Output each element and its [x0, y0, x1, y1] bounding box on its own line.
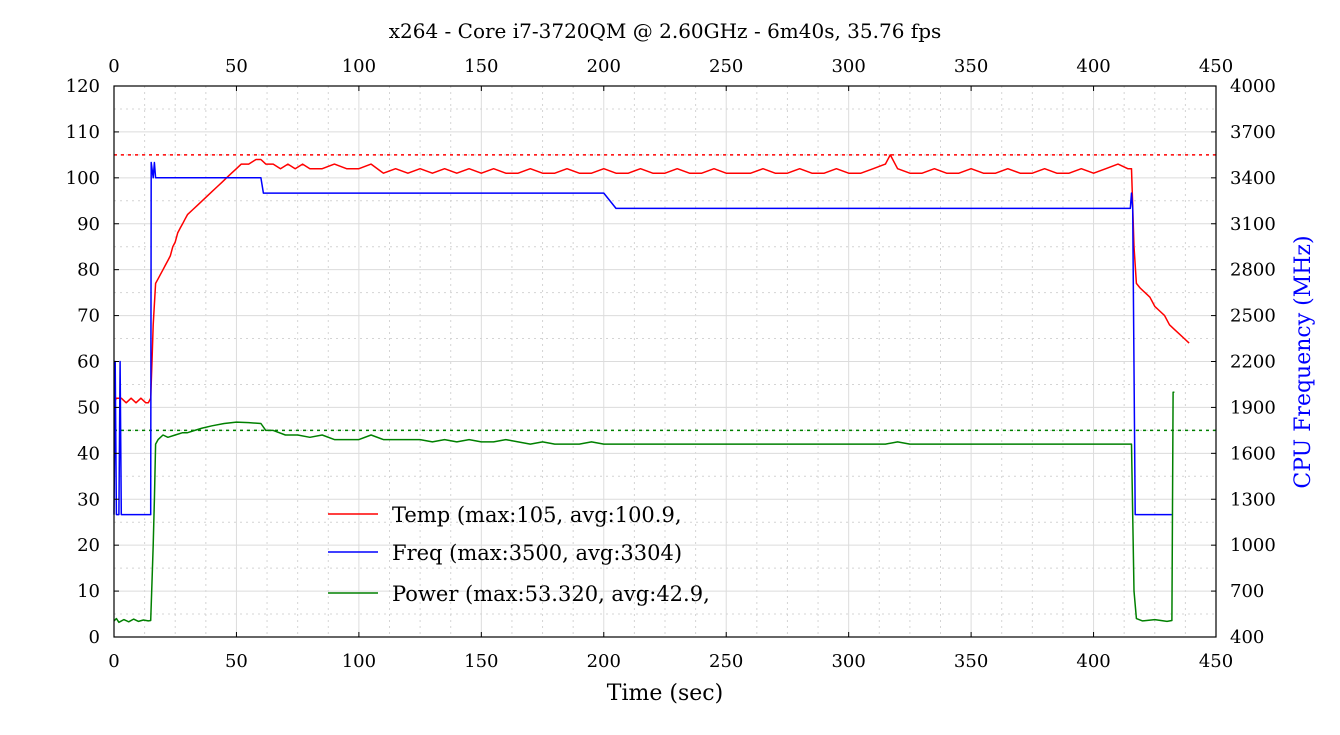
y-tick-label: 120 — [66, 76, 100, 97]
x-top-tick-label: 300 — [831, 56, 865, 77]
x-tick-label: 200 — [587, 651, 621, 672]
y-tick-label: 50 — [77, 397, 100, 418]
series-layer — [113, 154, 1190, 624]
y-tick-label: 80 — [77, 260, 100, 281]
x-top-tick-label: 350 — [954, 56, 988, 77]
y2-axis-title: CPU Frequency (MHz) — [1291, 235, 1316, 488]
x-top-tick-label: 400 — [1076, 56, 1110, 77]
grid-layer — [113, 85, 1217, 638]
x-top-tick-label: 450 — [1199, 56, 1233, 77]
x-top-tick-label: 250 — [709, 56, 743, 77]
x-tick-label: 300 — [831, 651, 865, 672]
x-tick-label: 450 — [1199, 651, 1233, 672]
y2-tick-label: 2500 — [1230, 306, 1276, 327]
series-line-freq — [113, 161, 1172, 516]
series-line-temp — [113, 154, 1190, 404]
y-tick-label: 40 — [77, 443, 100, 464]
series-line-power — [113, 391, 1175, 624]
x-tick-label: 250 — [709, 651, 743, 672]
x-top-tick-label: 150 — [464, 56, 498, 77]
x-top-tick-label: 0 — [108, 56, 119, 77]
y2-tick-label: 1600 — [1230, 443, 1276, 464]
y-tick-label: 60 — [77, 352, 100, 373]
y2-tick-label: 400 — [1230, 627, 1264, 648]
y-tick-label: 30 — [77, 489, 100, 510]
y-tick-label: 70 — [77, 306, 100, 327]
x-tick-label: 350 — [954, 651, 988, 672]
y2-tick-label: 3700 — [1230, 122, 1276, 143]
y-tick-label: 20 — [77, 535, 100, 556]
x-tick-label: 50 — [225, 651, 248, 672]
y2-tick-label: 2800 — [1230, 260, 1276, 281]
x-axis-title: Time (sec) — [607, 681, 723, 706]
x-tick-label: 400 — [1076, 651, 1110, 672]
y2-tick-label: 2200 — [1230, 352, 1276, 373]
legend-layer: Temp (max:105, avg:100.9, Freq (max:3500,… — [328, 503, 710, 606]
chart-title: x264 - Core i7-3720QM @ 2.60GHz - 6m40s,… — [389, 19, 942, 43]
x-top-tick-label: 200 — [587, 56, 621, 77]
y-tick-label: 90 — [77, 214, 100, 235]
x-top-tick-label: 100 — [342, 56, 376, 77]
y-tick-label: 0 — [89, 627, 100, 648]
y2-tick-label: 1300 — [1230, 489, 1276, 510]
y-tick-label: 100 — [66, 168, 100, 189]
y2-tick-label: 700 — [1230, 581, 1264, 602]
y2-tick-label: 1000 — [1230, 535, 1276, 556]
y-tick-label: 10 — [77, 581, 100, 602]
legend-label: Power (max:53.320, avg:42.9, — [392, 582, 710, 606]
y2-tick-label: 3400 — [1230, 168, 1276, 189]
reference-lines-layer — [114, 154, 1216, 432]
legend-label: Temp (max:105, avg:100.9, — [392, 503, 682, 527]
y-tick-label: 110 — [66, 122, 100, 143]
x-tick-label: 100 — [342, 651, 376, 672]
x-tick-label: 0 — [108, 651, 119, 672]
legend-label: Freq (max:3500, avg:3304) — [392, 541, 682, 565]
y2-tick-label: 4000 — [1230, 76, 1276, 97]
y2-tick-label: 1900 — [1230, 397, 1276, 418]
y2-tick-label: 3100 — [1230, 214, 1276, 235]
x-top-tick-label: 50 — [225, 56, 248, 77]
x-tick-label: 150 — [464, 651, 498, 672]
